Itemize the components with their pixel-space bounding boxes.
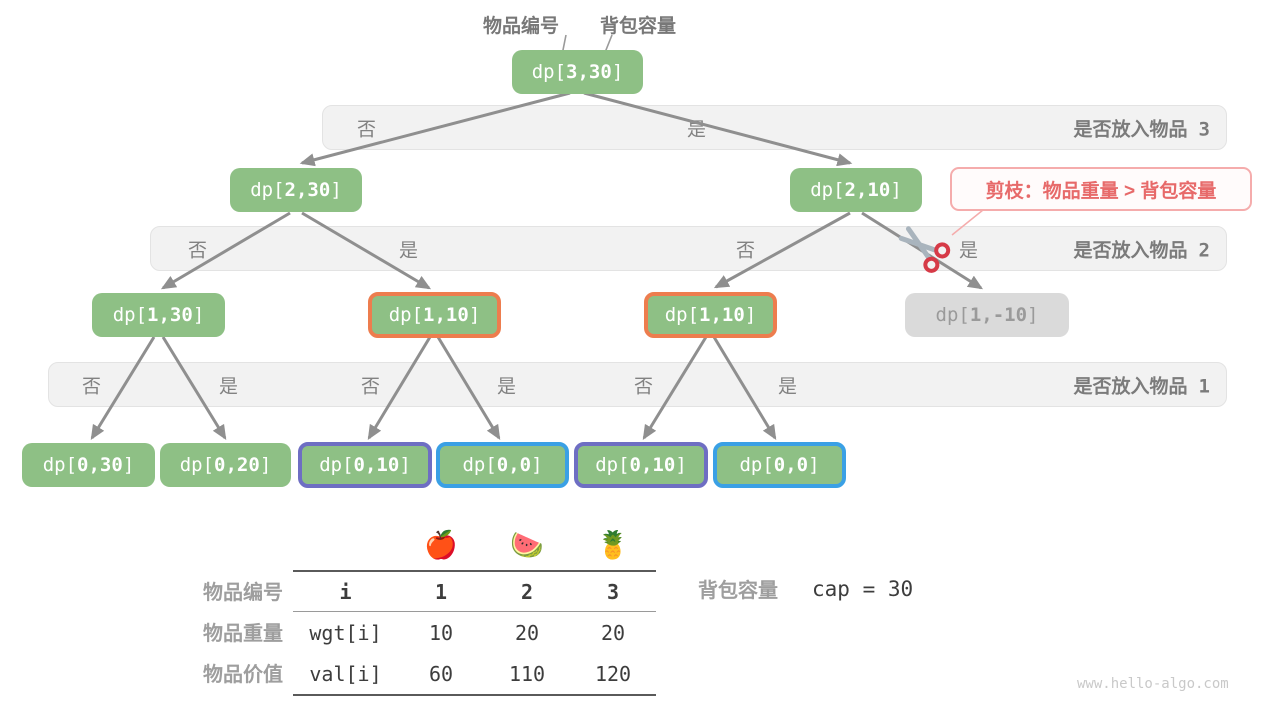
branch-label-yes: 是 [219, 376, 239, 397]
dp-node-1-10-b: dp[1,10] [644, 292, 777, 338]
branch-label-yes: 是 [959, 240, 979, 261]
item-table-row-labels: 物品编号 物品重量 物品价值 [195, 520, 283, 696]
branch-label-no: 否 [188, 240, 208, 261]
branch-label-yes: 是 [497, 376, 517, 397]
item-table: 物品编号 物品重量 物品价值 🍎 🍉 🍍 i 1 2 3 wgt[i] 10 2… [195, 520, 656, 696]
item-index-label: 物品编号 [483, 16, 560, 37]
dp-node-0-10-b: dp[0,10] [574, 442, 708, 488]
table-row-emoji: 🍎 🍉 🍍 [293, 520, 656, 570]
branch-label-no: 否 [361, 376, 381, 397]
branch-label-no: 否 [357, 119, 377, 140]
watermelon-icon: 🍉 [510, 530, 544, 561]
branch-label-yes: 是 [399, 240, 419, 261]
decision-band-item3: 否 是 是否放入物品 3 [322, 105, 1227, 150]
branch-label-no: 否 [736, 240, 756, 261]
band-question: 是否放入物品 3 [1073, 118, 1210, 140]
dp-node-0-10-a: dp[0,10] [298, 442, 432, 488]
row-label-item-weight: 物品重量 [203, 623, 283, 645]
capacity-note-label: 背包容量 [698, 580, 778, 602]
dp-node-2-10: dp[2,10] [790, 168, 922, 212]
table-row-index: i 1 2 3 [293, 570, 656, 612]
prune-annotation: 剪枝：物品重量 > 背包容量 [950, 167, 1252, 211]
table-row-value: val[i] 60 110 120 [293, 653, 656, 696]
dp-node-2-30: dp[2,30] [230, 168, 362, 212]
capacity-note: 背包容量 cap = 30 [698, 574, 913, 603]
dp-node-1-30: dp[1,30] [92, 293, 225, 337]
band-question: 是否放入物品 2 [1073, 239, 1210, 261]
capacity-label: 背包容量 [600, 16, 677, 37]
branch-label-yes: 是 [687, 119, 707, 140]
table-row-weight: wgt[i] 10 20 20 [309, 620, 626, 645]
decision-band-item1: 否 是 否 是 否 是 是否放入物品 1 [48, 362, 1227, 407]
branch-label-no: 否 [634, 376, 654, 397]
dp-node-0-0-a: dp[0,0] [436, 442, 569, 488]
capacity-note-code: cap = 30 [812, 576, 914, 601]
row-label-item-index: 物品编号 [203, 582, 283, 604]
decision-band-item2: 否 是 否 是 是否放入物品 2 [150, 226, 1227, 271]
branch-label-yes: 是 [778, 376, 798, 397]
band-question: 是否放入物品 1 [1073, 375, 1210, 397]
dp-node-0-30: dp[0,30] [22, 443, 155, 487]
dp-node-1-10-a: dp[1,10] [368, 292, 501, 338]
watermark: www.hello-algo.com [1077, 676, 1229, 692]
row-label-item-value: 物品价值 [203, 664, 283, 686]
item-table-grid: 🍎 🍉 🍍 i 1 2 3 wgt[i] 10 20 20 val[i] 60 … [293, 520, 656, 696]
branch-label-no: 否 [82, 376, 102, 397]
pineapple-icon: 🍍 [596, 530, 630, 561]
dp-node-3-30: dp[3,30] [512, 50, 643, 94]
dp-node-0-0-b: dp[0,0] [713, 442, 846, 488]
dp-node-0-20: dp[0,20] [160, 443, 291, 487]
apple-icon: 🍎 [424, 530, 458, 561]
dp-node-1-neg10-pruned: dp[1,-10] [905, 293, 1069, 337]
